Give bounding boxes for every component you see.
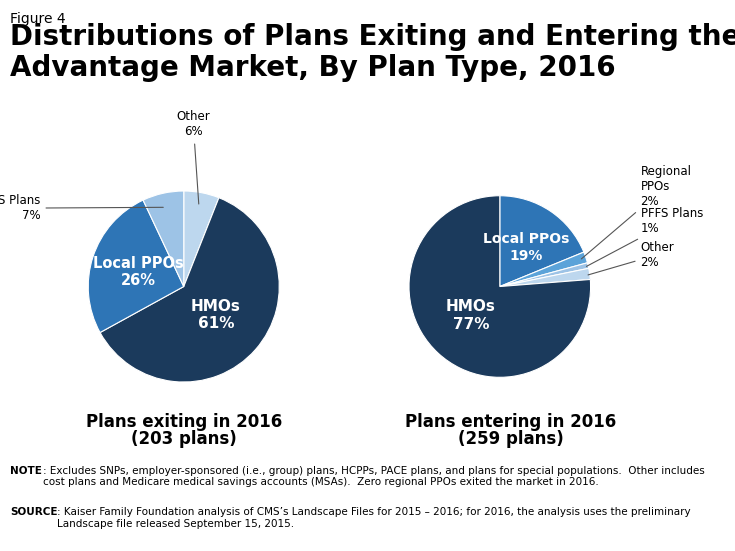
Text: Other
2%: Other 2% bbox=[588, 241, 674, 275]
Wedge shape bbox=[143, 191, 184, 287]
Text: Plans entering in 2016: Plans entering in 2016 bbox=[405, 413, 617, 431]
Text: (259 plans): (259 plans) bbox=[458, 430, 564, 447]
Wedge shape bbox=[500, 268, 590, 287]
Text: : Excludes SNPs, employer-sponsored (i.e., group) plans, HCPPs, PACE plans, and : : Excludes SNPs, employer-sponsored (i.e… bbox=[43, 466, 705, 487]
Text: Plans exiting in 2016: Plans exiting in 2016 bbox=[85, 413, 282, 431]
Text: Figure 4: Figure 4 bbox=[10, 12, 66, 26]
Text: HMOs
77%: HMOs 77% bbox=[446, 299, 496, 332]
Text: Local PPOs
19%: Local PPOs 19% bbox=[483, 233, 570, 263]
Text: Local PPOs
26%: Local PPOs 26% bbox=[93, 256, 184, 288]
Text: FAMILY: FAMILY bbox=[655, 516, 704, 529]
Wedge shape bbox=[409, 196, 591, 377]
Text: KAISER: KAISER bbox=[654, 503, 705, 516]
Wedge shape bbox=[88, 200, 184, 333]
Text: : Kaiser Family Foundation analysis of CMS’s Landscape Files for 2015 – 2016; fo: : Kaiser Family Foundation analysis of C… bbox=[57, 507, 690, 528]
Wedge shape bbox=[500, 252, 587, 287]
Text: Distributions of Plans Exiting and Entering the Medicare
Advantage Market, By Pl: Distributions of Plans Exiting and Enter… bbox=[10, 23, 735, 83]
Wedge shape bbox=[500, 196, 584, 287]
Text: (203 plans): (203 plans) bbox=[131, 430, 237, 447]
Text: PFFS Plans
7%: PFFS Plans 7% bbox=[0, 194, 163, 222]
Text: NOTE: NOTE bbox=[10, 466, 42, 476]
Text: PFFS Plans
1%: PFFS Plans 1% bbox=[587, 207, 703, 266]
Wedge shape bbox=[500, 263, 589, 287]
Text: THE HENRY J.: THE HENRY J. bbox=[659, 493, 700, 498]
Text: HMOs
61%: HMOs 61% bbox=[191, 299, 241, 331]
Wedge shape bbox=[184, 191, 219, 287]
Text: Other
6%: Other 6% bbox=[176, 111, 210, 204]
Text: SOURCE: SOURCE bbox=[10, 507, 58, 517]
Text: FOUNDATION: FOUNDATION bbox=[659, 533, 700, 538]
Text: Regional
PPOs
2%: Regional PPOs 2% bbox=[581, 165, 692, 259]
Wedge shape bbox=[100, 198, 279, 382]
